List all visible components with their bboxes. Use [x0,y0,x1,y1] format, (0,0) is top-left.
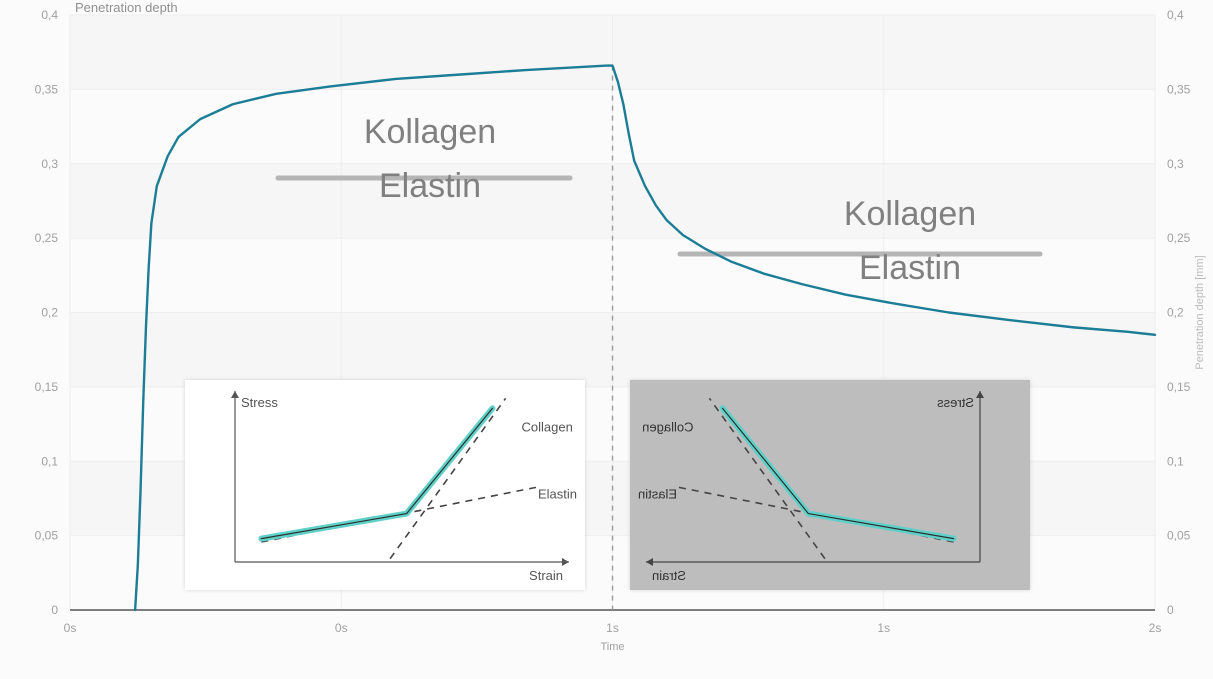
svg-text:Collagen: Collagen [522,420,573,435]
inset-stress-strain-right: Stress Strain Collagen Elastin [630,380,1030,590]
annotation-left-kollagen: Kollagen [280,115,580,151]
annotation-left-elastin: Elastin [280,169,580,205]
svg-text:Penetration depth: Penetration depth [75,0,178,15]
svg-text:Time: Time [600,641,624,653]
svg-text:0,3: 0,3 [41,157,58,171]
main-chart: 0 0 0,05 0,05 0,1 0,1 0,15 0,15 0,2 0,2 0,25 0,25 0,… [0,0,1213,679]
svg-text:Elastin: Elastin [638,487,677,502]
svg-text:0,35: 0,35 [35,82,59,96]
annotation-right-elastin: Elastin [760,251,1060,287]
svg-text:2s: 2s [1149,621,1162,635]
svg-text:0,35: 0,35 [1167,82,1191,96]
annotation-left: Kollagen Elastin [280,115,580,204]
annotation-right-kollagen: Kollagen [760,197,1060,233]
svg-text:0,2: 0,2 [41,306,58,320]
svg-text:0,05: 0,05 [1167,529,1191,543]
svg-text:Stress: Stress [937,395,974,410]
svg-text:0,15: 0,15 [1167,380,1191,394]
svg-text:0,4: 0,4 [41,8,58,22]
svg-text:0s: 0s [64,621,77,635]
svg-text:0,25: 0,25 [35,231,59,245]
inset-stress-strain-left: Stress Strain Collagen Elastin [185,380,585,590]
svg-text:0: 0 [1167,603,1174,617]
svg-text:0,15: 0,15 [35,380,59,394]
svg-text:0,1: 0,1 [41,454,58,468]
svg-text:Elastin: Elastin [538,487,577,502]
svg-text:1s: 1s [877,621,890,635]
svg-text:Collagen: Collagen [642,420,693,435]
svg-text:0,1: 0,1 [1167,454,1184,468]
svg-text:0,2: 0,2 [1167,306,1184,320]
svg-text:Strain: Strain [652,568,686,583]
svg-text:Strain: Strain [529,568,563,583]
svg-text:0,3: 0,3 [1167,157,1184,171]
svg-text:0,25: 0,25 [1167,231,1191,245]
annotation-right: Kollagen Elastin [760,197,1060,286]
svg-text:0,05: 0,05 [35,529,59,543]
svg-text:1s: 1s [606,621,619,635]
svg-text:0: 0 [51,603,58,617]
svg-text:Stress: Stress [241,395,278,410]
svg-text:0s: 0s [335,621,348,635]
svg-text:0,4: 0,4 [1167,8,1184,22]
svg-text:Penetration depth [mm]: Penetration depth [mm] [1194,255,1206,369]
